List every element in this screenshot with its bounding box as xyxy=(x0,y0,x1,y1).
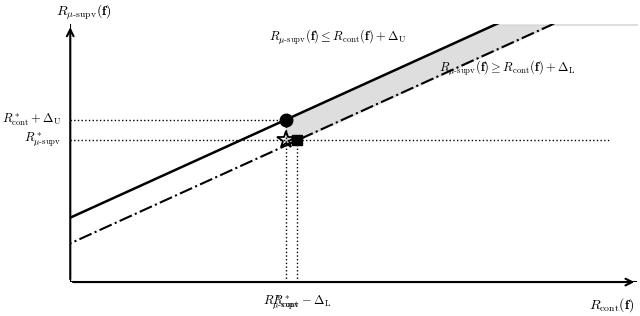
Text: $R^*_{\mathrm{cont}} + \Delta_{\mathrm{U}}$: $R^*_{\mathrm{cont}} + \Delta_{\mathrm{U… xyxy=(2,112,61,128)
Text: $R^*_{\mu\text{-supv}}$: $R^*_{\mu\text{-supv}}$ xyxy=(24,131,61,149)
Text: $R_{\mathrm{cont}}(\mathbf{f})$: $R_{\mathrm{cont}}(\mathbf{f})$ xyxy=(589,296,634,314)
Text: $R^*_{\mathrm{cont}}$: $R^*_{\mathrm{cont}}$ xyxy=(272,294,300,310)
Text: $R_{\mu\text{-supv}}(\mathbf{f}) \geq R_{\mathrm{cont}}(\mathbf{f}) + \Delta_{\m: $R_{\mu\text{-supv}}(\mathbf{f}) \geq R_… xyxy=(439,59,575,78)
Text: $R^*_{\mu\text{-supv}} - \Delta_{\mathrm{L}}$: $R^*_{\mu\text{-supv}} - \Delta_{\mathrm… xyxy=(263,294,331,312)
Text: $R_{\mu\text{-supv}}(\mathbf{f})$: $R_{\mu\text{-supv}}(\mathbf{f})$ xyxy=(56,3,112,22)
Text: $R_{\mu\text{-supv}}(\mathbf{f}) \leq R_{\mathrm{cont}}(\mathbf{f}) + \Delta_{\m: $R_{\mu\text{-supv}}(\mathbf{f}) \leq R_… xyxy=(269,28,406,47)
